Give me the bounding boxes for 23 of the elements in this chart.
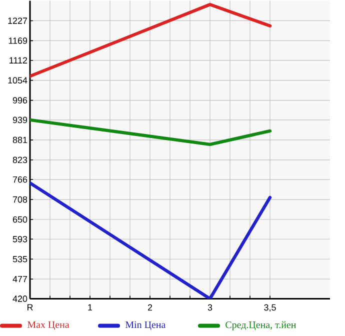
legend-label: Сред.Цена, т.йен [226,321,296,330]
legend-label: Min Цена [125,322,166,330]
y-tick-label: 939 [12,116,28,124]
y-tick-label: 535 [12,256,28,262]
y-tick-label: 881 [12,136,28,144]
y-tick-label: 1112 [10,57,28,64]
x-tick-label: 3,5 [264,304,276,312]
x-tick-label: 2 [148,304,152,311]
y-tick-label: 1054 [8,77,28,84]
y-tick-label: 708 [12,196,28,203]
y-tick-label: 1169 [8,38,28,44]
y-tick-label: 420 [12,296,28,302]
x-tick-label: 3 [208,304,212,311]
y-tick-label: 593 [12,236,28,242]
y-tick-label: 996 [12,97,28,104]
y-tick-label: 766 [12,176,28,183]
legend-label: Max Цена [27,322,70,330]
y-tick-label: 1227 [8,18,28,24]
y-tick-label: 650 [12,216,28,223]
x-tick-label: 1 [88,304,92,311]
y-tick-label: 477 [12,276,28,282]
x-tick-label: R [28,304,33,311]
y-tick-label: 823 [12,156,28,164]
